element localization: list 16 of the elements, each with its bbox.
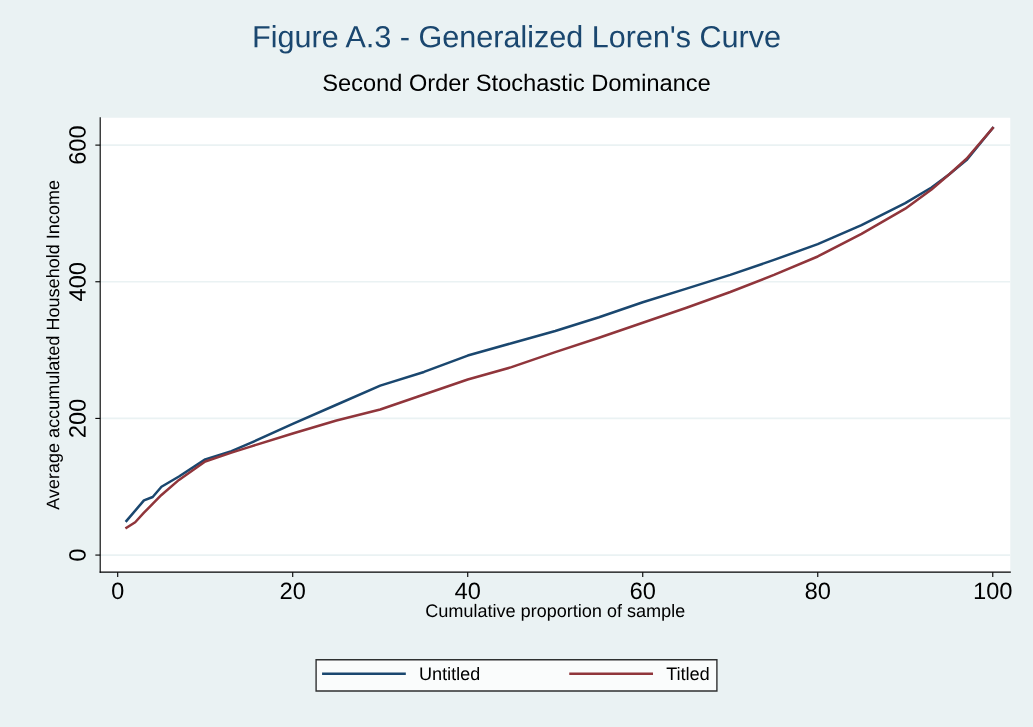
x-tick-label: 60 <box>630 582 655 600</box>
x-tick-label: 0 <box>112 582 124 600</box>
x-tick-label: 100 <box>974 582 1012 600</box>
x-tick-label: 20 <box>280 582 305 600</box>
legend-label: Titled <box>666 666 709 681</box>
legend-label: Untitled <box>420 666 480 681</box>
y-tick-label: 400 <box>69 262 86 301</box>
y-axis-title: Average accumulated Household Income <box>46 180 63 510</box>
x-tick-label: 40 <box>455 582 480 600</box>
chart-title: Figure A.3 - Generalized Loren's Curve <box>254 25 780 54</box>
chart-subtitle: Second Order Stochastic Dominance <box>323 73 710 92</box>
x-tick-label: 80 <box>805 582 830 600</box>
x-axis-title: Cumulative proportion of sample <box>426 603 685 621</box>
y-tick-label: 200 <box>69 399 86 437</box>
y-tick-label: 0 <box>69 549 86 561</box>
y-tick-label: 600 <box>69 126 86 164</box>
